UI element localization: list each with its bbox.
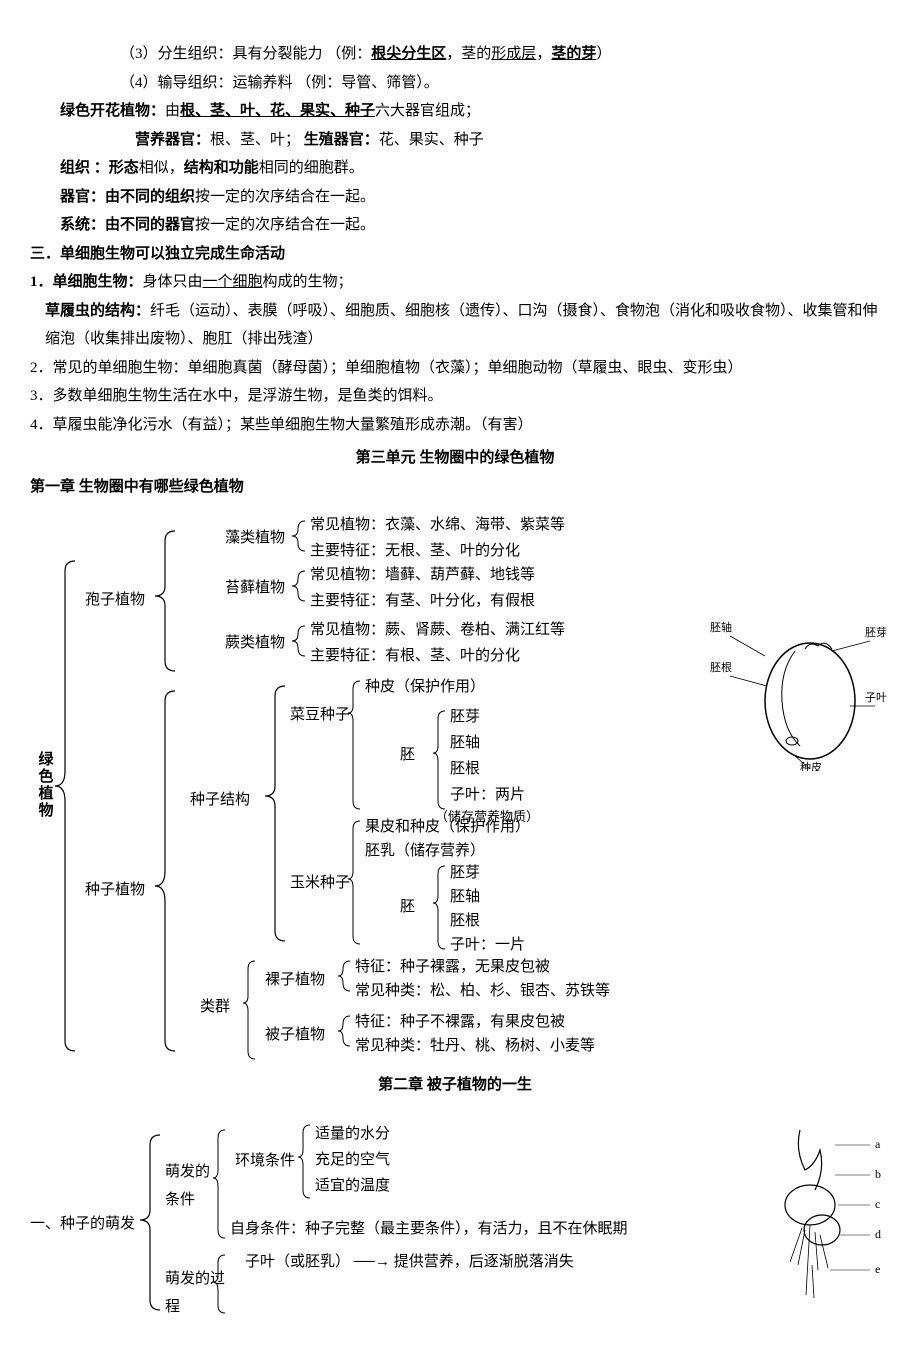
line-organ: 器官：由不同的组织按一定的次序结合在一起。 [30, 183, 880, 212]
p3: 2．常见的单细胞生物：单细胞真菌（酵母菌）；单细胞植物（衣藻）；单细胞动物（草履… [30, 354, 880, 383]
env1: 适量的水分 [315, 1120, 390, 1149]
corn-label: 玉米种子 [290, 869, 350, 898]
p5: 4．草履虫能净化污水（有益）；某些单细胞生物大量繁殖形成赤潮。（有害） [30, 411, 880, 440]
t: 花、果实、种子 [379, 132, 484, 148]
u: 根、茎、叶、花、果实、种子 [180, 103, 375, 119]
p4: 3．多数单细胞生物生活在水中，是浮游生物，是鱼类的饵料。 [30, 382, 880, 411]
p2: 草履虫的结构：纤毛（运动）、表膜（呼吸）、细胞质、细胞核（遗传）、口沟（摄食）、… [30, 297, 880, 354]
self: 自身条件：种子完整（最主要条件），有活力，且不在休眠期 [230, 1215, 628, 1244]
t: 1．单细胞生物： [30, 274, 143, 290]
t: 生殖器官： [304, 132, 379, 148]
t: 组织 ：形态 [60, 160, 139, 176]
line-3: （3）分生组织：具有分裂能力 （例：根尖分生区，茎的形成层，茎的芽） [30, 40, 880, 69]
t: 系统：由不同的 [60, 217, 165, 233]
line-system: 系统：由不同的器官按一定的次序结合在一起。 [30, 211, 880, 240]
t: （3）分生组织：具有分裂能力 （例： [120, 46, 371, 62]
germ-proc: 萌发的过程 [165, 1265, 225, 1322]
groups-label: 类群 [200, 993, 230, 1022]
line-organs: 营养器官：根、茎、叶； 生殖器官：花、果实、种子 [30, 126, 880, 155]
seedstruct-label: 种子结构 [190, 786, 250, 815]
t: 结构和功能 [184, 160, 259, 176]
fern-label: 蕨类植物 [225, 629, 285, 658]
gymno-label: 裸子植物 [265, 966, 325, 995]
radicle1: 胚根 [450, 755, 480, 784]
moss1: 常见植物：墙藓、葫芦藓、地钱等 [310, 561, 535, 590]
t: 按一定的次序结合在一起。 [195, 217, 375, 233]
germ-root: 一、种子的萌发 [30, 1210, 135, 1239]
t: 纤毛（运动）、表膜（呼吸）、细胞质、细胞核（遗传）、口沟（摄食）、食物泡（消化和… [45, 303, 878, 348]
angio2: 常见种类：牡丹、桃、杨树、小麦等 [355, 1032, 595, 1061]
moss2: 主要特征：有茎、叶分化，有假根 [310, 587, 535, 616]
bud1: 胚芽 [450, 703, 480, 732]
p1: 1．单细胞生物：身体只由一个细胞构成的生物； [30, 268, 880, 297]
germination-tree: a b c d e 一、种子的萌发 萌发的条件 环境条件 适量的水分 充足的空气… [30, 1120, 880, 1320]
u: 茎的芽 [551, 46, 596, 62]
germ-cond: 萌发的条件 [165, 1158, 215, 1215]
t: 根、茎、叶； [210, 132, 304, 148]
u: 根尖分生区 [371, 46, 446, 62]
root-label: 绿色植物 [30, 751, 144, 830]
seedplant-label: 种子植物 [85, 876, 145, 905]
t: 按一定的次序结合在一起。 [195, 189, 375, 205]
label-axis: 胚轴 [710, 620, 732, 634]
spore-label: 孢子植物 [85, 586, 145, 615]
root-diagram: a b c d e [760, 1120, 890, 1320]
rc: c [875, 1197, 880, 1211]
algae1: 常见植物：衣藻、水绵、海带、紫菜等 [310, 511, 565, 540]
line-tissue: 组织 ：形态相似，结构和功能相同的细胞群。 [30, 154, 880, 183]
u: 一个细胞 [203, 274, 263, 290]
rb: b [875, 1167, 881, 1181]
bean-label: 菜豆种子 [290, 701, 350, 730]
coat: 种皮（保护作用） [365, 673, 485, 702]
unit3-title: 第三单元 生物圈中的绿色植物 [30, 444, 880, 473]
germ-env: 环境条件 [235, 1147, 295, 1176]
t: 器官：由不同的 [60, 189, 165, 205]
label-coat: 种皮 [800, 760, 822, 771]
section-3: 三．单细胞生物可以独立完成生命活动 1．单细胞生物：身体只由一个细胞构成的生物；… [30, 240, 880, 440]
t: 相同的细胞群。 [259, 160, 364, 176]
line-green: 绿色开花植物：由根、茎、叶、花、果实、种子六大器官组成； [30, 97, 880, 126]
t: 绿色开花植物： [60, 103, 165, 119]
t: 组织 [165, 189, 195, 205]
t: 营养器官： [135, 132, 210, 148]
u: 形成层 [491, 46, 536, 62]
angio-label: 被子植物 [265, 1021, 325, 1050]
embryo2: 胚 [400, 893, 415, 922]
re: e [875, 1262, 880, 1276]
t: ，茎的 [446, 46, 491, 62]
t: 器官 [165, 217, 195, 233]
env3: 适宜的温度 [315, 1172, 390, 1201]
algae-label: 藻类植物 [225, 524, 285, 553]
t: ， [536, 46, 551, 62]
label-coty: 子叶 [865, 691, 887, 704]
t: 相似， [139, 160, 184, 176]
rd: d [875, 1227, 881, 1241]
chapter-1: 第一章 生物圈中有哪些绿色植物 [30, 473, 880, 502]
chapter-2: 第二章 被子植物的一生 [30, 1071, 880, 1100]
t: ） [596, 46, 611, 62]
t: 由 [165, 103, 180, 119]
plant-tree: 胚轴 胚根 胚芽 子叶 种皮 绿色植物 孢子植物 藻类植物 常见植物：衣藻、水绵… [30, 511, 880, 1071]
t: 身体只由 [143, 274, 203, 290]
t: 草履虫的结构： [45, 303, 150, 319]
embryo1: 胚 [400, 741, 415, 770]
ra: a [875, 1137, 881, 1151]
proc1: 子叶（或胚乳） ──→ 提供营养，后逐渐脱落消失 [245, 1248, 574, 1277]
label-radicle: 胚根 [710, 660, 732, 674]
axis1: 胚轴 [450, 729, 480, 758]
t: 六大器官组成； [375, 103, 480, 119]
env2: 充足的空气 [315, 1146, 390, 1175]
fern1: 常见植物：蕨、肾蕨、卷柏、满江红等 [310, 616, 565, 645]
seed-diagram: 胚轴 胚根 胚芽 子叶 种皮 [710, 611, 890, 771]
label-bud: 胚芽 [865, 625, 887, 639]
t: 构成的生物； [263, 274, 353, 290]
top-block: （3）分生组织：具有分裂能力 （例：根尖分生区，茎的形成层，茎的芽） （4）输导… [30, 40, 880, 240]
fern2: 主要特征：有根、茎、叶的分化 [310, 642, 520, 671]
gymno2: 常见种类：松、柏、杉、银杏、苏铁等 [355, 977, 610, 1006]
moss-label: 苔藓植物 [225, 574, 285, 603]
sec3-title: 三．单细胞生物可以独立完成生命活动 [30, 240, 880, 269]
line-4: （4）输导组织：运输养料 （例：导管、筛管）。 [30, 69, 880, 98]
